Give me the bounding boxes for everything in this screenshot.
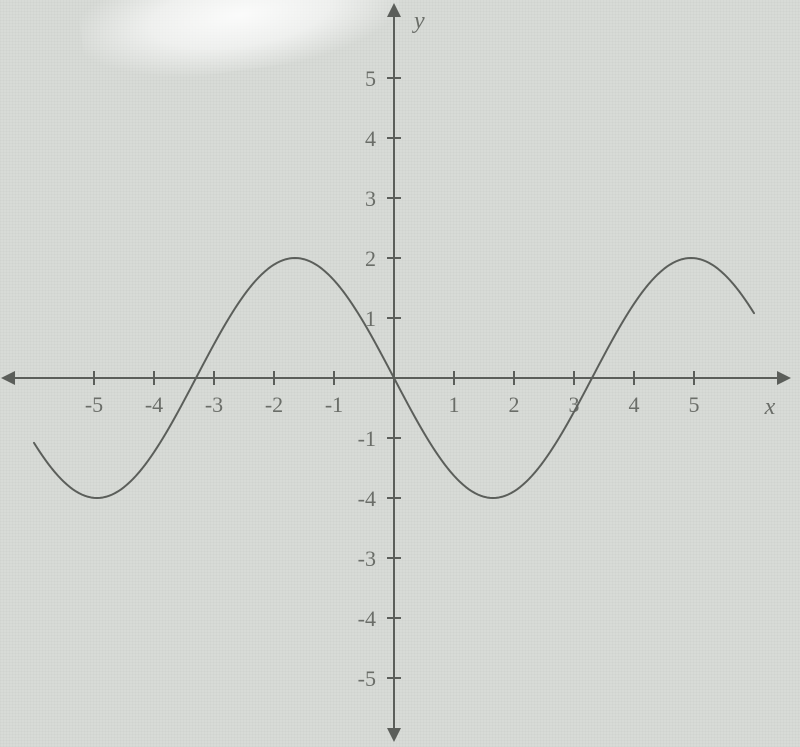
- y-tick-label: -4: [358, 606, 376, 631]
- y-tick-label: -3: [358, 546, 376, 571]
- y-tick-label: -4: [358, 486, 376, 511]
- x-tick-label: -5: [85, 392, 103, 417]
- x-axis-label: x: [764, 394, 776, 420]
- x-tick-label: -4: [145, 392, 163, 417]
- sine-chart: -5-4-3-2-112345-5-4-3-4-112345xy: [0, 0, 800, 747]
- x-tick-label: 5: [689, 392, 700, 417]
- x-tick-label: -1: [325, 392, 343, 417]
- x-tick-label: 2: [509, 392, 520, 417]
- x-tick-label: -2: [265, 392, 283, 417]
- y-tick-label: 3: [365, 186, 376, 211]
- x-tick-label: -3: [205, 392, 223, 417]
- chart-svg: -5-4-3-2-112345-5-4-3-4-112345xy: [0, 0, 800, 747]
- x-tick-label: 4: [629, 392, 640, 417]
- y-axis-label: y: [412, 8, 425, 34]
- y-tick-label: 4: [365, 126, 376, 151]
- y-tick-label: 2: [365, 246, 376, 271]
- y-tick-label: -5: [358, 666, 376, 691]
- y-tick-label: -1: [358, 426, 376, 451]
- x-tick-label: 1: [449, 392, 460, 417]
- y-tick-label: 5: [365, 66, 376, 91]
